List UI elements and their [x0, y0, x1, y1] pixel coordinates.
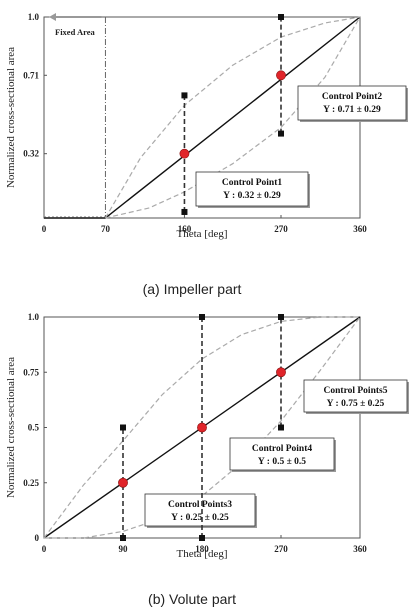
figure-caption: (b) Volute part — [148, 591, 236, 607]
x-tick-label: 0 — [42, 224, 47, 234]
range-min-marker — [120, 535, 126, 541]
series-line-dashed-lower — [44, 316, 361, 539]
y-axis-label: Normalized cross-sectional area — [5, 357, 17, 498]
control-point-marker — [179, 148, 190, 159]
fixed-area-arrowhead — [49, 13, 56, 21]
x-tick-label: 360 — [353, 544, 367, 554]
x-tick-label: 0 — [42, 544, 47, 554]
x-tick-label: 270 — [274, 544, 288, 554]
control-point-text: Y : 0.32 ± 0.29 — [223, 191, 281, 201]
range-min-marker — [278, 130, 284, 137]
x-tick-label: 70 — [101, 224, 111, 234]
control-box — [195, 171, 309, 207]
chart-volute: 0 90 180 270 360 0 0.25 0.5 0.75 1.0 Theta [deg] No… — [5, 312, 409, 607]
x-tick-label: 180 — [195, 544, 209, 554]
control-box — [144, 493, 256, 527]
control-point-marker — [197, 422, 207, 433]
control-box — [303, 379, 408, 413]
control-point-text: Y : 0.75 ± 0.25 — [327, 399, 385, 409]
y-tick-label: 0 — [35, 533, 40, 543]
y-tick-label: 0.5 — [28, 423, 40, 433]
control-box — [297, 85, 407, 121]
series-line-dashed-upper — [43, 316, 360, 539]
control-point-label: Control Point1 — [222, 178, 283, 188]
range-max-marker — [278, 14, 284, 20]
control-point-text: Y : 0.71 ± 0.29 — [323, 105, 381, 115]
y-tick-label: 0.25 — [23, 478, 39, 488]
control-point-marker — [276, 367, 286, 378]
range-max-marker — [181, 92, 188, 99]
control-point-text: Y : 0.25 ± 0.25 — [171, 513, 229, 523]
y-tick-label: 1.0 — [28, 312, 40, 322]
fixed-area-label: Fixed Area — [55, 27, 95, 37]
y-tick-label: 0.75 — [23, 367, 39, 377]
range-min-marker — [199, 535, 205, 541]
y-axis-label: Normalized cross-sectional area — [5, 47, 17, 188]
control-point-text: Y : 0.5 ± 0.5 — [258, 457, 306, 467]
x-tick-label: 90 — [119, 544, 129, 554]
range-max-marker — [120, 424, 126, 431]
control-point-label: Control Point4 — [252, 444, 313, 454]
x-axis-label: Theta [deg] — [177, 548, 228, 560]
x-tick-label: 160 — [178, 224, 192, 234]
control-point-label: Control Points5 — [324, 386, 388, 396]
x-axis-label: Theta [deg] — [177, 228, 228, 240]
x-tick-label: 270 — [274, 224, 288, 234]
y-tick-label: 1.0 — [28, 12, 40, 22]
range-max-marker — [278, 314, 284, 320]
y-tick-label: 0.32 — [23, 149, 39, 159]
series-line-dashed-upper — [104, 16, 361, 219]
control-point-marker — [276, 70, 286, 81]
range-min-marker — [181, 208, 188, 215]
y-tick-label: 0.71 — [23, 70, 39, 80]
x-tick-label: 360 — [353, 224, 367, 234]
control-point-label: Control Point2 — [322, 92, 383, 102]
figure-caption: (a) Impeller part — [143, 281, 242, 297]
series-line-dashed-lower — [105, 16, 361, 219]
range-min-marker — [278, 424, 284, 431]
control-box — [229, 437, 335, 471]
chart-impeller: 0 70 160 270 360 0.32 0.71 1.0 Theta [deg] Normal… — [5, 12, 408, 297]
control-point-marker — [118, 477, 128, 488]
range-max-marker — [199, 314, 205, 320]
control-point-label: Control Points3 — [168, 500, 232, 510]
